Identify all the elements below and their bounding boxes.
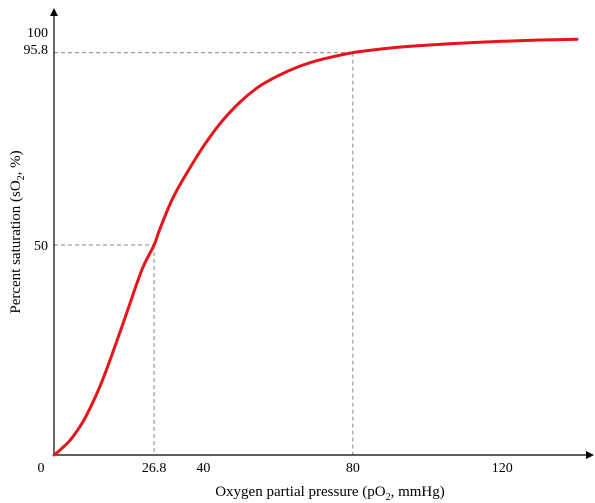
saturation-curve-0 (52, 37, 579, 457)
y-tick-label-1: 95.8 (24, 43, 49, 58)
y-tick-label-0: 50 (34, 239, 48, 254)
x-tick-label-4: 120 (492, 461, 513, 476)
x-tick-labels: 0 26.8 40 80 120 (38, 461, 513, 476)
x-tick-label-2: 40 (196, 461, 210, 476)
x-axis-title: Oxygen partial pressure (pO2, mmHg) (215, 484, 445, 503)
x-tick-label-3: 80 (346, 461, 360, 476)
y-axis-title: Percent saturation (sO2, %) (8, 150, 27, 313)
reference-guides (54, 52, 354, 455)
y-tick-label-2: 100 (27, 26, 48, 41)
series-group (52, 37, 579, 457)
x-tick-label-1: 26.8 (142, 461, 167, 476)
x-tick-label-0: 0 (38, 461, 45, 476)
y-tick-labels: 50 95.8 100 (24, 26, 49, 254)
